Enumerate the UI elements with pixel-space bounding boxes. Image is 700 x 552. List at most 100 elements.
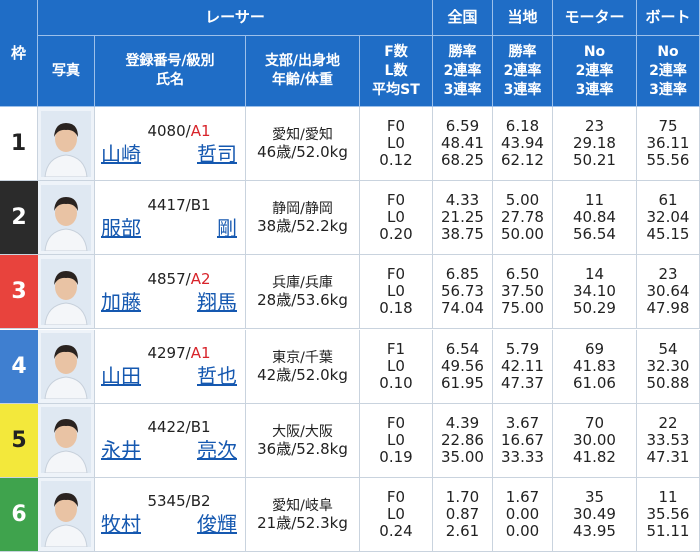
branch-cell: 大阪/大阪 36歳/52.8kg xyxy=(246,403,360,478)
fl-cell: F0 L0 0.20 xyxy=(360,181,433,256)
header-text: F数 xyxy=(384,43,408,60)
national-cell: 6.54 49.56 61.95 xyxy=(433,329,493,404)
stat: F1 xyxy=(386,339,406,358)
stat: 68.25 xyxy=(441,151,484,170)
given-name[interactable]: 俊輝 xyxy=(197,512,237,537)
branch: 愛知/岐阜 xyxy=(272,497,333,514)
stat: 61.95 xyxy=(441,373,484,392)
stat: L0 xyxy=(387,282,405,301)
frame-number: 5 xyxy=(0,403,38,478)
racer-photo xyxy=(38,403,95,478)
stat: 30.49 xyxy=(573,504,616,523)
racer-name-link[interactable]: 山崎 哲司 xyxy=(101,141,237,167)
fl-cell: F1 L0 0.10 xyxy=(360,329,433,404)
header-text: 年齢/体重 xyxy=(271,72,334,88)
stat: 22 xyxy=(658,413,678,432)
rank: A1 xyxy=(190,121,211,140)
reg-header: 登録番号/級別 氏名 xyxy=(95,36,246,107)
given-name[interactable]: 翔馬 xyxy=(197,289,237,314)
family-name[interactable]: 山田 xyxy=(101,364,141,389)
stat: 61.06 xyxy=(573,373,616,392)
stat: 40.84 xyxy=(573,208,616,227)
national-cell: 6.85 56.73 74.04 xyxy=(433,255,493,330)
stat: 75 xyxy=(658,117,678,136)
header-text: 3連率 xyxy=(503,81,542,98)
branch-cell: 兵庫/兵庫 28歳/53.6kg xyxy=(246,255,360,330)
stat: 29.18 xyxy=(573,134,616,153)
header-text: 写真 xyxy=(52,62,80,79)
racer-photo xyxy=(38,107,95,182)
stat: 62.12 xyxy=(501,151,544,170)
motor-cell: 11 40.84 56.54 xyxy=(553,181,637,256)
avatar xyxy=(41,333,91,400)
branch-header: 支部/出身地 年齢/体重 xyxy=(246,36,360,107)
stat: 6.18 xyxy=(505,117,540,136)
reg-number: 4080/ xyxy=(147,121,191,140)
stat: 23 xyxy=(584,117,605,136)
stat: 56.73 xyxy=(441,282,484,301)
given-name[interactable]: 哲司 xyxy=(197,141,237,166)
family-name[interactable]: 永井 xyxy=(101,438,141,463)
racer-name-link[interactable]: 牧村 俊輝 xyxy=(101,511,237,537)
stat: 33.33 xyxy=(501,447,544,466)
reg-number: 4422/ xyxy=(147,418,191,437)
family-name[interactable]: 牧村 xyxy=(101,512,141,537)
stat: F0 xyxy=(386,265,406,284)
family-name[interactable]: 山崎 xyxy=(101,141,141,166)
header-text: ボート xyxy=(645,8,691,26)
stat: L0 xyxy=(387,134,405,153)
boat-cell: 23 30.64 47.98 xyxy=(637,255,700,330)
given-name[interactable]: 剛 xyxy=(217,215,237,240)
boat-cell: 22 33.53 47.31 xyxy=(637,403,700,478)
header-text: 登録番号/級別 xyxy=(125,53,215,69)
stat: 50.21 xyxy=(573,151,616,170)
racer-name-cell: 4417/B1 服部剛 xyxy=(95,181,246,256)
reg-number: 5345/ xyxy=(147,492,191,511)
local-cell: 3.67 16.67 33.33 xyxy=(493,403,553,478)
family-name[interactable]: 服部 xyxy=(101,215,141,240)
stat: 6.59 xyxy=(445,117,480,136)
reg-number: 4857/ xyxy=(147,269,191,288)
racer-name-link[interactable]: 加藤 翔馬 xyxy=(101,289,237,315)
motor-cell: 70 30.00 41.82 xyxy=(553,403,637,478)
stat: 11 xyxy=(584,191,605,210)
given-name[interactable]: 亮次 xyxy=(197,438,237,463)
stat: 61 xyxy=(658,191,678,210)
fl-cell: F0 L0 0.12 xyxy=(360,107,433,182)
stat: 3.67 xyxy=(505,413,540,432)
stat: 11 xyxy=(658,487,678,506)
stat: 33.53 xyxy=(646,430,690,449)
stat: 6.50 xyxy=(505,265,540,284)
stat: 1.70 xyxy=(445,487,480,506)
stat: 6.85 xyxy=(445,265,480,284)
stat: 34.10 xyxy=(573,282,616,301)
racer-name-link[interactable]: 服部 剛 xyxy=(101,215,237,241)
given-name[interactable]: 哲也 xyxy=(197,364,237,389)
frame-number: 1 xyxy=(0,107,38,182)
stat: 23 xyxy=(658,265,678,284)
racer-name-link[interactable]: 山田 哲也 xyxy=(101,363,237,389)
family-name[interactable]: 加藤 xyxy=(101,289,141,314)
header-text: 勝率 xyxy=(448,43,477,60)
frame-number: 4 xyxy=(0,329,38,404)
national-cell: 4.33 21.25 38.75 xyxy=(433,181,493,256)
stat: 2.61 xyxy=(445,521,480,540)
local-cell: 6.50 37.50 75.00 xyxy=(493,255,553,330)
frame-text: 6 xyxy=(11,501,27,527)
age-weight: 21歳/52.3kg xyxy=(257,513,348,532)
stat: 21.25 xyxy=(441,208,484,227)
header-text: 2連率 xyxy=(503,62,542,79)
rank: A1 xyxy=(190,344,211,363)
stat: 42.11 xyxy=(501,356,544,375)
stat: 27.78 xyxy=(501,208,544,227)
header-text: 全国 xyxy=(447,8,478,26)
racer-name-link[interactable]: 永井 亮次 xyxy=(101,437,237,463)
racer-photo xyxy=(38,329,95,404)
motor-cell: 23 29.18 50.21 xyxy=(553,107,637,182)
stat: 43.95 xyxy=(573,521,616,540)
national-cell: 4.39 22.86 35.00 xyxy=(433,403,493,478)
stat: L0 xyxy=(387,430,405,449)
rank: B1 xyxy=(190,418,211,437)
stat: 35 xyxy=(584,487,605,506)
